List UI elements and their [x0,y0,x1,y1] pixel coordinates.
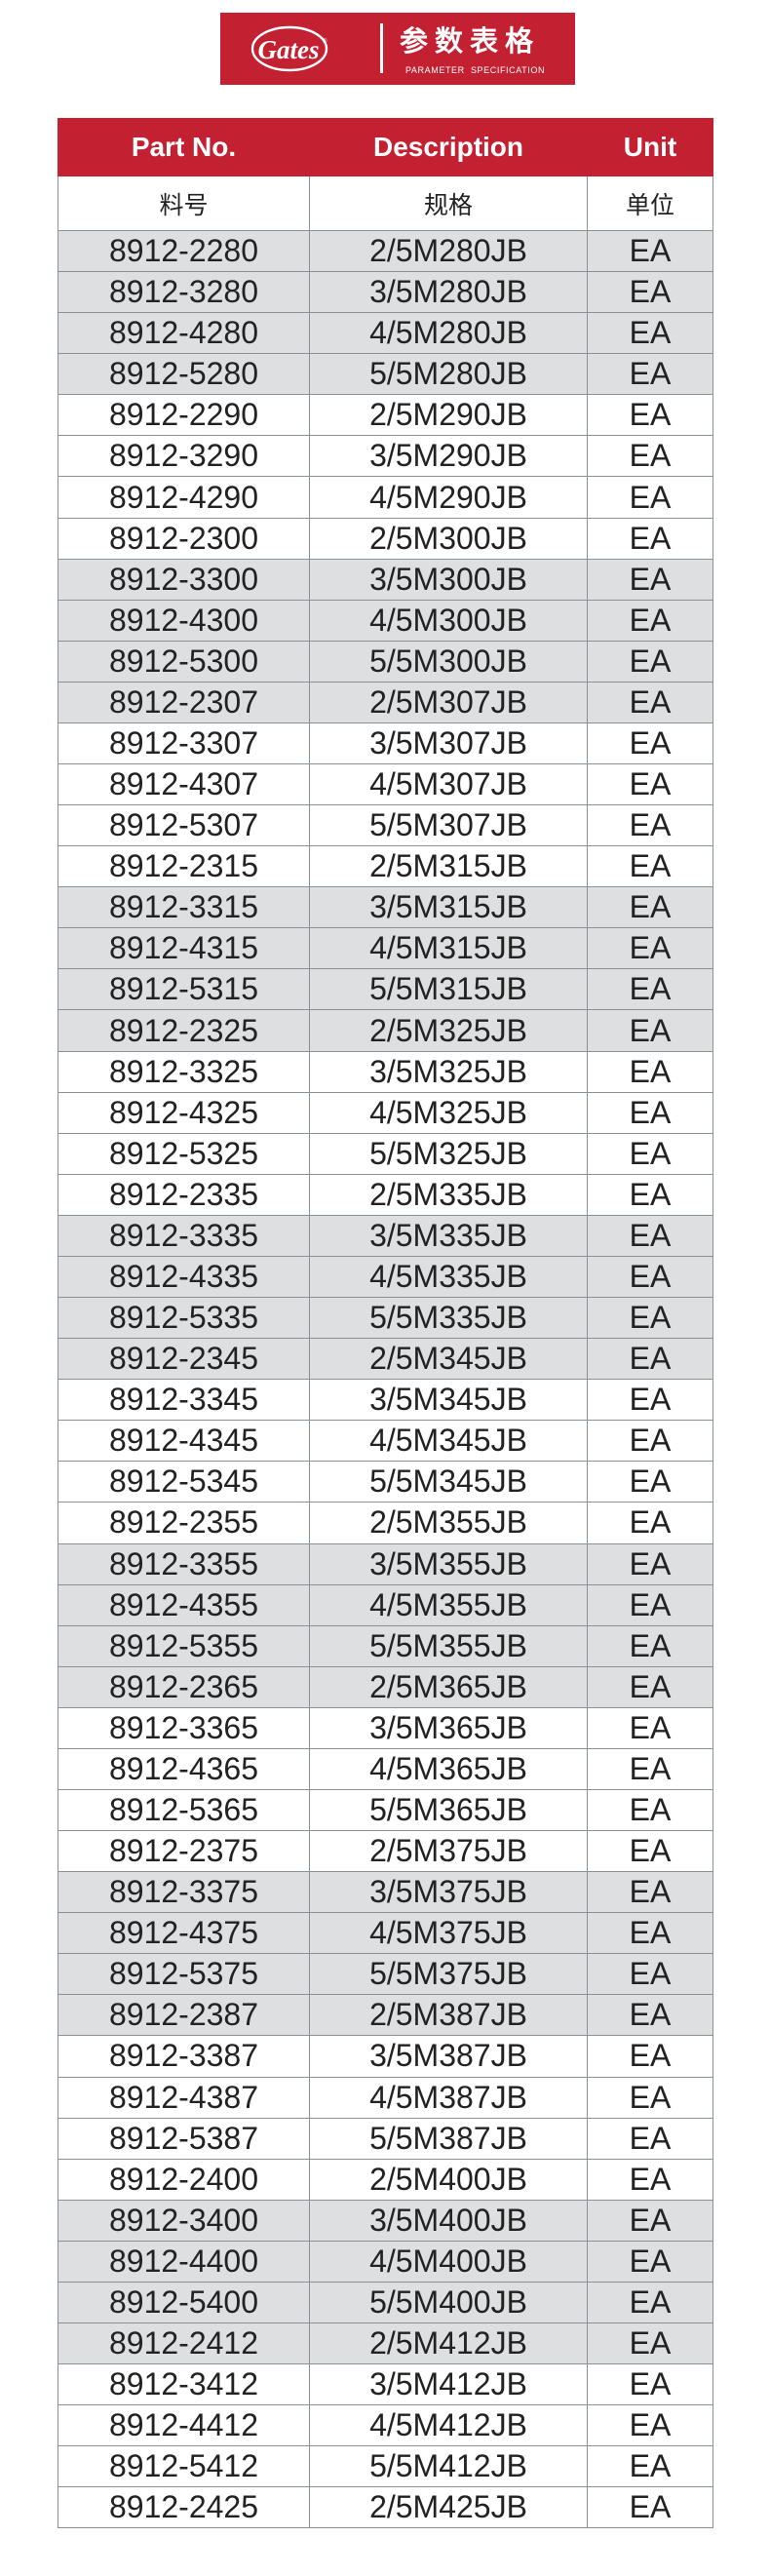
svg-text:Gates: Gates [258,35,320,64]
svg-text:®: ® [323,38,327,45]
